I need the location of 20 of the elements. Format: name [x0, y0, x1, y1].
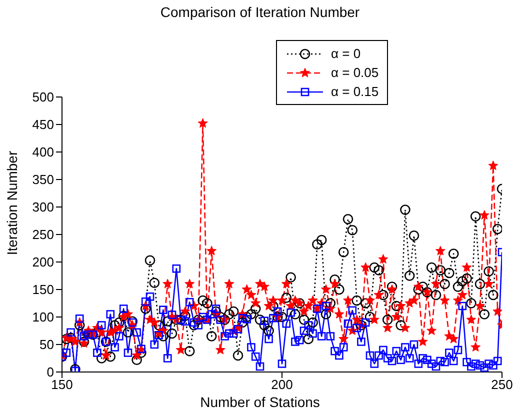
- x-tick-label: 150: [51, 377, 73, 392]
- x-tick-label: 200: [271, 377, 293, 392]
- y-tick-label: 300: [32, 200, 54, 215]
- y-tick-label: 0: [46, 364, 54, 380]
- y-tick-label: 100: [32, 310, 54, 325]
- y-tick-label: 50: [40, 337, 54, 352]
- y-tick-label: 450: [32, 117, 54, 132]
- x-tick-label: 250: [491, 377, 513, 392]
- chart-title: Comparison of Iteration Number: [159, 4, 361, 20]
- y-axis-title: Iteration Number: [4, 150, 20, 256]
- y-tick-label: 400: [32, 144, 54, 160]
- y-tick-label: 250: [32, 227, 54, 242]
- legend-label: α = 0: [331, 46, 361, 61]
- legend-label: α = 0.05: [331, 65, 379, 80]
- x-axis-title: Number of Stations: [200, 394, 320, 410]
- y-tick-label: 200: [32, 254, 54, 270]
- y-tick-label: 500: [32, 90, 54, 105]
- legend-label: α = 0.15: [331, 84, 379, 99]
- y-tick-label: 350: [32, 172, 54, 188]
- y-tick-label: 150: [32, 282, 54, 298]
